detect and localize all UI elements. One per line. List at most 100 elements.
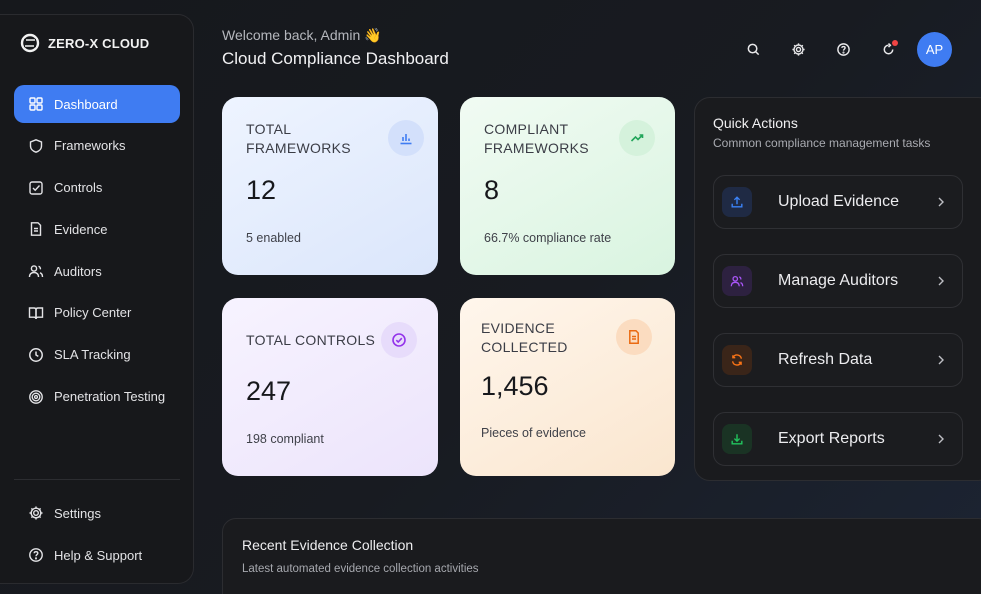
sidebar-item-label: Policy Center [54,305,132,321]
gear-icon [791,43,805,56]
help-button[interactable] [827,34,859,66]
refresh-icon [731,354,743,366]
checkbox-icon [29,180,43,195]
help-circle-icon [836,43,850,56]
page-title: Cloud Compliance Dashboard [222,49,449,68]
help-circle-icon [29,548,43,562]
manage-auditors-button[interactable]: Manage Auditors [713,254,963,308]
book-icon [28,307,44,320]
sidebar-item-label: Auditors [54,263,102,279]
stat-value: 247 [246,376,292,406]
sidebar-nav: Dashboard Frameworks Controls Evidence A… [14,85,180,419]
dashboard-icon [29,97,43,111]
export-reports-button[interactable]: Export Reports [713,412,963,466]
sidebar-item-auditors[interactable]: Auditors [14,252,180,290]
gear-icon [29,506,43,520]
sidebar-item-label: Frameworks [54,138,126,154]
sidebar-item-sla-tracking[interactable]: SLA Tracking [14,336,180,374]
brand-logo-icon [20,33,40,53]
qa-label: Upload Evidence [778,193,899,210]
stat-label: TOTAL FRAMEWORKS [246,121,351,156]
sidebar-item-penetration-testing[interactable]: Penetration Testing [14,378,180,416]
quick-actions-panel: Quick Actions Common compliance manageme… [694,97,981,481]
shield-icon [29,138,43,153]
stat-subtext: Pieces of evidence [481,426,586,440]
stat-card-evidence-collected[interactable]: EVIDENCE COLLECTED 1,456 Pieces of evide… [460,298,675,476]
stat-card-total-frameworks[interactable]: TOTAL FRAMEWORKS 12 5 enabled [222,97,438,275]
avatar[interactable]: AP [917,32,952,67]
stat-subtext: 66.7% compliance rate [484,231,612,245]
search-icon [747,43,759,56]
stat-badge [619,120,655,156]
quick-actions-title: Quick Actions [713,115,798,131]
recent-evidence-panel: Recent Evidence Collection Latest automa… [222,518,981,594]
stat-value: 8 [484,175,500,205]
qa-icon-wrap [722,187,752,217]
quick-actions-subtitle: Common compliance management tasks [713,136,931,150]
stat-badge [388,120,424,156]
brand[interactable]: ZERO-X CLOUD [20,33,149,53]
sidebar-item-settings[interactable]: Settings [14,493,180,533]
stat-badge [381,322,417,358]
refresh-data-button[interactable]: Refresh Data [713,333,963,387]
qa-icon-wrap [722,266,752,296]
users-icon [28,265,44,278]
sidebar-item-dashboard[interactable]: Dashboard [14,85,180,123]
brand-name: ZERO-X CLOUD [48,35,150,51]
qa-label: Export Reports [778,430,885,447]
sidebar-bottom-nav: Settings Help & Support [14,493,180,577]
stat-card-compliant-frameworks[interactable]: COMPLIANT FRAMEWORKS 8 66.7% compliance … [460,97,675,275]
qa-icon-wrap [722,345,752,375]
stat-badge [616,319,652,355]
recent-evidence-title: Recent Evidence Collection [242,537,414,553]
clock-icon [29,347,43,362]
stat-subtext: 5 enabled [246,231,301,245]
trending-up-icon [630,134,644,142]
stat-label: TOTAL CONTROLS [246,332,376,348]
stat-value: 12 [246,175,277,205]
settings-button[interactable] [782,34,814,66]
refresh-icon [883,42,893,55]
sidebar: ZERO-X CLOUD Dashboard Frameworks Contro… [0,14,194,584]
stat-label: EVIDENCE COLLECTED [481,320,568,355]
stat-label: COMPLIANT FRAMEWORKS [484,121,589,156]
target-icon [29,389,43,404]
chevron-right-icon [938,355,944,365]
qa-label: Refresh Data [778,351,873,368]
sidebar-item-label: Controls [54,180,103,196]
chevron-right-icon [938,276,944,286]
sidebar-item-label: Penetration Testing [54,389,166,405]
recent-evidence-subtitle: Latest automated evidence collection act… [242,563,479,575]
check-circle-icon [392,333,406,347]
download-icon [731,434,743,445]
chevron-right-icon [938,197,944,207]
notification-dot [892,39,898,46]
users-icon [730,275,744,287]
search-button[interactable] [737,34,769,66]
stat-value: 1,456 [481,371,549,401]
sidebar-item-policy-center[interactable]: Policy Center [14,294,180,332]
stat-subtext: 198 compliant [246,432,324,446]
sidebar-item-help-support[interactable]: Help & Support [14,535,180,575]
document-icon [30,222,42,237]
welcome-message: Welcome back, Admin 👋 [222,27,382,43]
sidebar-item-label: Settings [54,505,101,521]
sidebar-item-label: SLA Tracking [54,347,131,363]
sidebar-item-evidence[interactable]: Evidence [14,210,180,248]
stat-card-total-controls[interactable]: TOTAL CONTROLS 247 198 compliant [222,298,438,476]
header-toolbar: AP [737,32,952,67]
qa-icon-wrap [722,424,752,454]
sidebar-item-controls[interactable]: Controls [14,169,180,207]
refresh-notifications-button[interactable] [872,34,904,66]
sidebar-item-label: Dashboard [54,96,118,112]
sidebar-item-label: Evidence [54,221,108,237]
sidebar-item-label: Help & Support [54,547,143,563]
qa-label: Manage Auditors [778,272,899,289]
document-icon [629,330,639,344]
sidebar-item-frameworks[interactable]: Frameworks [14,127,180,165]
upload-icon [731,196,743,208]
bar-chart-icon [400,134,412,145]
upload-evidence-button[interactable]: Upload Evidence [713,175,963,229]
sidebar-divider [14,479,180,480]
chevron-right-icon [938,434,944,444]
